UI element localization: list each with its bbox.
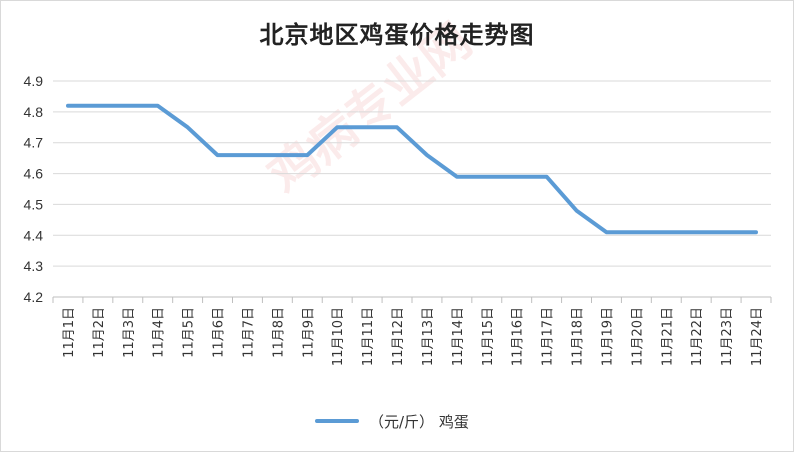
- x-tick-label: 11月24日: [750, 307, 765, 366]
- x-tick-label: 11月10日: [331, 307, 346, 366]
- legend-label: （元/斤） 鸡蛋: [369, 412, 469, 431]
- x-tick-label: 11月3日: [122, 307, 137, 358]
- legend: （元/斤） 鸡蛋: [315, 409, 469, 433]
- x-tick-label: 11月9日: [301, 307, 316, 358]
- y-axis-ticks: 4.9 4.8 4.7 4.6 4.5 4.4 4.3 4.2: [24, 73, 44, 305]
- x-tick-label: 11月17日: [541, 307, 556, 366]
- x-tick-label: 11月21日: [660, 307, 675, 366]
- x-tick-label: 11月1日: [62, 307, 77, 358]
- y-tick-label: 4.5: [24, 196, 44, 212]
- y-tick-label: 4.4: [24, 227, 44, 243]
- x-tick-label: 11月13日: [421, 307, 436, 366]
- x-tick-label: 11月14日: [451, 307, 466, 366]
- line-chart: 4.9 4.8 4.7 4.6 4.5 4.4 4.3 4.2 11月1日 11月2日 11月3日…: [24, 73, 772, 366]
- x-tick-label: 11月22日: [690, 307, 705, 366]
- x-tick-label: 11月23日: [720, 307, 735, 366]
- x-tick-label: 11月2日: [92, 307, 107, 358]
- y-tick-label: 4.2: [24, 289, 44, 305]
- x-axis: [52, 296, 772, 303]
- x-tick-label: 11月20日: [630, 307, 645, 366]
- x-tick-label: 11月5日: [182, 307, 197, 358]
- y-tick-label: 4.9: [24, 73, 44, 89]
- x-tick-label: 11月11日: [361, 307, 376, 366]
- y-tick-label: 4.7: [24, 135, 44, 151]
- x-tick-label: 11月8日: [271, 307, 286, 358]
- series-layer: [66, 103, 758, 235]
- chart-title: 北京地区鸡蛋价格走势图: [259, 21, 535, 49]
- y-tick-label: 4.6: [24, 166, 44, 182]
- x-tick-label: 11月12日: [391, 307, 406, 366]
- x-axis-ticks: 11月1日 11月2日 11月3日 11月4日 11月5日 11月6日 11月7日 11月8日…: [62, 307, 765, 366]
- x-tick-label: 11月15日: [481, 307, 496, 366]
- y-tick-label: 4.8: [24, 104, 44, 120]
- x-tick-label: 11月4日: [152, 307, 167, 358]
- x-tick-label: 11月18日: [571, 307, 586, 366]
- x-tick-label: 11月6日: [212, 307, 227, 358]
- x-tick-label: 11月16日: [511, 307, 526, 366]
- legend-line-swatch: [315, 419, 359, 423]
- y-tick-label: 4.3: [24, 258, 44, 274]
- series-line-eggs: [66, 103, 758, 235]
- x-tick-label: 11月7日: [241, 307, 256, 358]
- x-tick-label: 11月19日: [600, 307, 615, 366]
